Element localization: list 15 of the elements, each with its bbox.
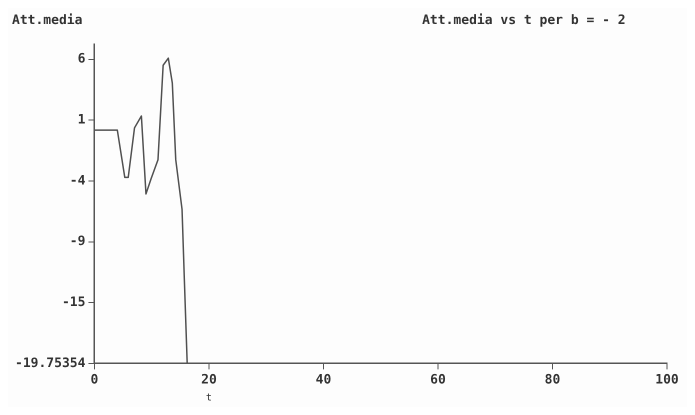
- y-tick-label: -9: [70, 234, 86, 250]
- y-tick-label: 6: [78, 52, 86, 67]
- x-axis-title: t: [206, 392, 212, 404]
- y-tick-label: -4: [70, 173, 86, 188]
- x-tick-label: 100: [655, 372, 679, 388]
- x-tick-label: 60: [430, 372, 446, 388]
- y-tick-label: 1: [78, 112, 86, 128]
- chart-title: Att.media vs t per b = - 2: [422, 12, 626, 28]
- x-tick-label: 0: [90, 372, 99, 388]
- y-axis-title: Att.media: [12, 12, 83, 28]
- x-tick-label: 40: [316, 372, 332, 388]
- x-tick-label: 20: [201, 372, 217, 388]
- y-tick-label: -19.75354: [14, 356, 86, 371]
- x-tick-label: 80: [544, 372, 560, 388]
- y-tick-label: -15: [62, 294, 86, 310]
